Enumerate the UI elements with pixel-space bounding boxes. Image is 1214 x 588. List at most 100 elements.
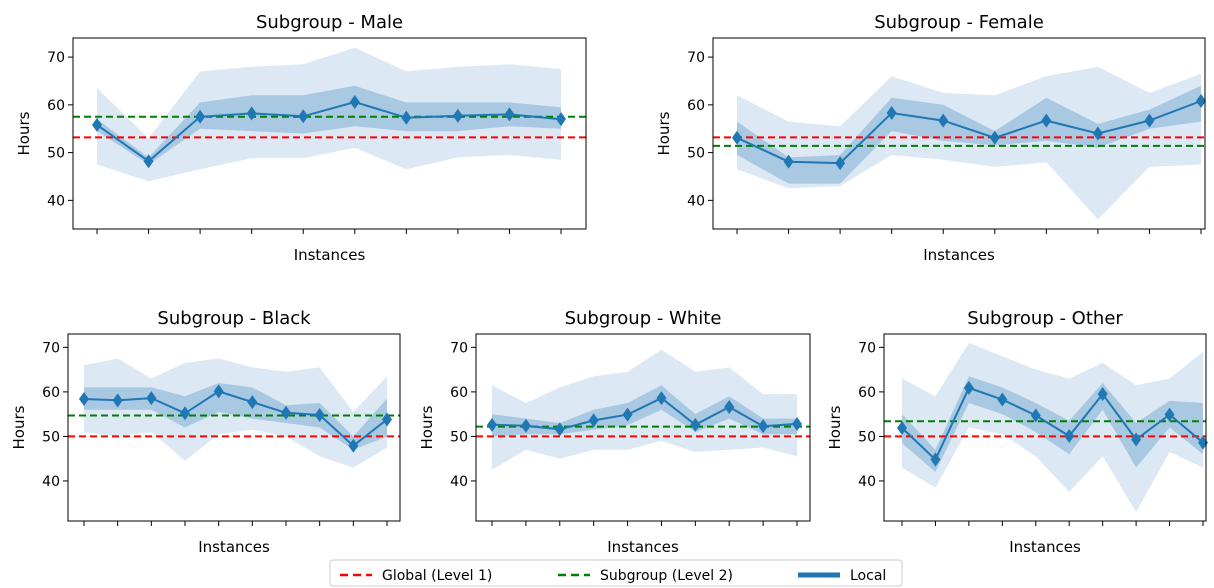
- y-tick-label: 40: [47, 193, 65, 209]
- x-axis-label: Instances: [607, 538, 679, 556]
- inner-band: [902, 376, 1203, 472]
- data-point: [1030, 408, 1041, 423]
- axes-frame: [72, 37, 587, 230]
- x-axis-label: Instances: [294, 246, 366, 264]
- inner-band: [492, 385, 797, 437]
- data-point: [195, 109, 206, 124]
- x-axis-label: Instances: [198, 538, 270, 556]
- data-point: [938, 113, 949, 128]
- legend-local-label: Local: [850, 568, 886, 584]
- inner-band: [84, 383, 387, 450]
- legend-global-label: Global (Level 1): [382, 568, 492, 584]
- x-axis-label: Instances: [1009, 538, 1081, 556]
- data-point: [146, 391, 157, 406]
- data-point: [247, 395, 258, 410]
- data-point: [487, 417, 497, 432]
- data-point: [1097, 387, 1108, 402]
- data-point: [1131, 432, 1142, 447]
- data-point: [1064, 428, 1075, 443]
- legend-subgroup-label: Subgroup (Level 2): [600, 568, 733, 584]
- x-axis-label: Instances: [923, 246, 995, 264]
- y-tick-label: 70: [47, 50, 65, 66]
- data-point: [143, 154, 154, 169]
- y-tick-label: 60: [858, 385, 876, 401]
- data-point: [997, 392, 1008, 407]
- axes-frame: [67, 333, 401, 522]
- data-point: [281, 405, 291, 420]
- local-series-line: [83, 390, 388, 448]
- data-point: [112, 393, 123, 408]
- y-tick-label: 50: [858, 429, 876, 445]
- y-tick-label: 70: [42, 340, 60, 356]
- y-tick-label: 40: [687, 193, 705, 209]
- subplot-2: 40 50 60 70 Subgroup - Female Instances Hours: [655, 12, 1206, 264]
- data-point: [732, 130, 742, 145]
- data-point: [792, 416, 802, 431]
- subplot-4: 40 50 60 70 Subgroup - White Instances Hours: [418, 308, 811, 556]
- subplot-1: 40 50 60 70 Subgroup - Male Instances Hours: [15, 12, 587, 264]
- y-axis-label: Hours: [826, 405, 844, 449]
- data-point: [989, 130, 1000, 145]
- data-point: [1196, 94, 1206, 109]
- data-point: [588, 413, 599, 428]
- data-point: [835, 156, 846, 171]
- data-point: [401, 110, 412, 125]
- y-tick-label: 60: [450, 385, 468, 401]
- data-point: [314, 408, 325, 423]
- data-point: [382, 412, 392, 427]
- data-point: [622, 407, 633, 422]
- data-point: [504, 107, 515, 122]
- subplot-3: 40 50 60 70 Subgroup - Black Instances Hours: [10, 308, 401, 556]
- data-point: [1164, 407, 1175, 422]
- y-tick-label: 70: [858, 340, 876, 356]
- data-point: [180, 406, 190, 421]
- data-point: [886, 105, 897, 120]
- data-point: [963, 380, 974, 395]
- y-tick-label: 60: [687, 98, 705, 114]
- y-tick-label: 60: [47, 98, 65, 114]
- y-axis-label: Hours: [418, 405, 436, 449]
- data-point: [452, 108, 463, 123]
- data-point: [556, 112, 566, 127]
- y-tick-label: 70: [450, 340, 468, 356]
- data-point: [656, 391, 667, 406]
- data-point: [897, 420, 907, 435]
- subplot-title: Subgroup - Female: [874, 12, 1044, 33]
- y-tick-label: 40: [450, 474, 468, 490]
- data-point: [758, 419, 769, 434]
- y-axis-label: Hours: [655, 111, 673, 155]
- y-tick-label: 40: [858, 474, 876, 490]
- data-point: [690, 417, 701, 432]
- axes-frame: [475, 333, 811, 522]
- legend: Global (Level 1) Subgroup (Level 2) Loca…: [329, 559, 903, 587]
- data-point: [554, 422, 565, 437]
- y-tick-label: 60: [42, 385, 60, 401]
- axes-frame: [883, 333, 1207, 522]
- y-tick-label: 40: [42, 474, 60, 490]
- legend-frame: [329, 559, 903, 587]
- subplot-title: Subgroup - Other: [967, 308, 1123, 329]
- data-point: [246, 106, 257, 121]
- subplot-5: 40 50 60 70 Subgroup - Other Instances Hours: [826, 308, 1208, 556]
- local-series-line: [491, 396, 798, 431]
- inner-band: [737, 85, 1201, 184]
- local-series-line: [96, 100, 562, 163]
- axes-frame: [712, 37, 1206, 230]
- y-tick-label: 50: [47, 146, 65, 162]
- data-point: [1092, 126, 1103, 141]
- data-point: [349, 94, 360, 109]
- data-point: [1144, 113, 1155, 128]
- data-point: [1041, 113, 1052, 128]
- data-point: [213, 384, 224, 399]
- y-tick-label: 50: [687, 146, 705, 162]
- subplot-title: Subgroup - Male: [256, 12, 403, 33]
- y-tick-label: 50: [450, 429, 468, 445]
- y-axis-label: Hours: [10, 405, 28, 449]
- data-point: [348, 438, 359, 453]
- data-point: [79, 392, 89, 407]
- local-series-line: [901, 386, 1204, 462]
- y-tick-label: 70: [687, 50, 705, 66]
- y-axis-label: Hours: [15, 111, 33, 155]
- data-point: [520, 418, 531, 433]
